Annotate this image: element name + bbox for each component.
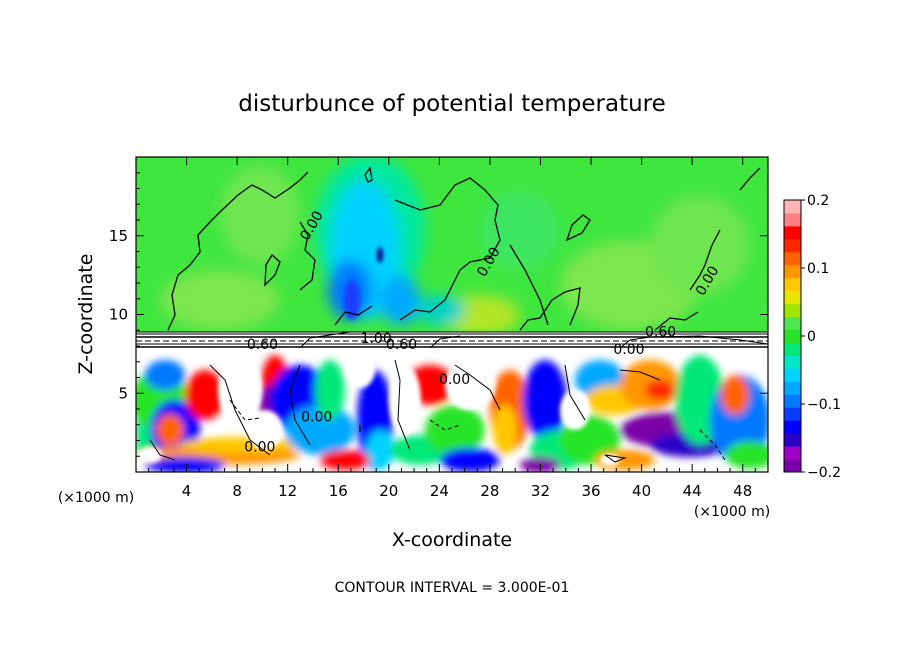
colorbar-swatch (784, 381, 801, 395)
y-axis: 5 10 15 (109, 172, 768, 457)
contour-label: 0.00 (613, 342, 644, 358)
colorbar-swatch (784, 446, 801, 460)
y-tick-label: 10 (109, 306, 128, 324)
y-tick-label: 15 (109, 227, 128, 245)
chart-title: disturbunce of potential temperature (238, 91, 666, 117)
colorbar-tick-label: 0 (807, 329, 816, 345)
x-axis-label: X-coordinate (392, 529, 512, 551)
z-unit-label: (×1000 m) (58, 490, 134, 506)
colorbar-swatch (784, 355, 801, 369)
contour-band (136, 331, 769, 349)
colorbar-swatch (784, 264, 801, 279)
contour-label: 0.60 (386, 337, 417, 353)
contour-label: 0.00 (301, 410, 332, 426)
colorbar-swatch (784, 329, 801, 343)
contour-label: 1.00 (361, 331, 392, 347)
colorbar-tick-label: 0.1 (807, 261, 829, 277)
colorbar-swatch (784, 303, 801, 318)
contour-labels: 0.000.000.000.600.60 1.000.60 0.000.000.00… (244, 208, 722, 455)
x-tick-label: 4 (182, 482, 192, 500)
colorbar-swatch (784, 251, 801, 266)
colorbar-swatch (784, 238, 801, 253)
colorbar-swatch (784, 290, 801, 305)
contour-label: 0.00 (439, 372, 470, 388)
contour-label: 0.60 (247, 337, 278, 353)
x-tick-label: 8 (232, 482, 242, 500)
plot-area: 0.000.000.000.600.60 1.000.60 0.000.000.00… (135, 156, 769, 473)
y-tick-label: 5 (118, 384, 128, 402)
colorbar-swatch (784, 277, 801, 292)
contour-label: 0.00 (244, 440, 275, 456)
contour-interval-note: CONTOUR INTERVAL = 3.000E-01 (335, 580, 570, 596)
colorbar-swatch (784, 433, 801, 447)
colorbar-tick-label: 0.2 (807, 193, 829, 209)
colorbar-tick-label: −0.1 (807, 397, 841, 413)
colorbar-tick-label: −0.2 (807, 465, 841, 481)
colorbar-swatch (784, 342, 801, 356)
x-tick-label: 48 (733, 482, 752, 500)
x-tick-label: 24 (430, 482, 449, 500)
colorbar-swatch (784, 316, 801, 331)
contour-label: 0.60 (645, 325, 676, 341)
x-tick-label: 32 (531, 482, 550, 500)
colorbar: 0.2 0.1 0 −0.1 −0.2 (783, 193, 841, 481)
x-tick-label: 16 (329, 482, 348, 500)
colorbar-swatch (784, 368, 801, 382)
colorbar-swatch (784, 200, 801, 214)
x-tick-label: 12 (278, 482, 297, 500)
colorbar-swatch (784, 459, 801, 473)
x-tick-label: 40 (632, 482, 651, 500)
x-tick-label: 20 (379, 482, 398, 500)
colorbar-swatch (784, 225, 801, 240)
colorbar-swatch (784, 394, 801, 408)
x-unit-label: (×1000 m) (694, 504, 770, 520)
colorbar-swatch (784, 420, 801, 434)
x-tick-label: 36 (581, 482, 600, 500)
colorbar-swatch (784, 212, 801, 227)
x-tick-label: 28 (480, 482, 499, 500)
upper-field (136, 157, 768, 332)
lower-field (136, 348, 768, 472)
y-axis-label: Z-coordinate (75, 254, 97, 375)
colorbar-swatch (784, 407, 801, 421)
x-tick-label: 44 (683, 482, 702, 500)
x-axis: 4 8 12 16 20 24 28 32 36 40 44 48 (148, 157, 756, 500)
